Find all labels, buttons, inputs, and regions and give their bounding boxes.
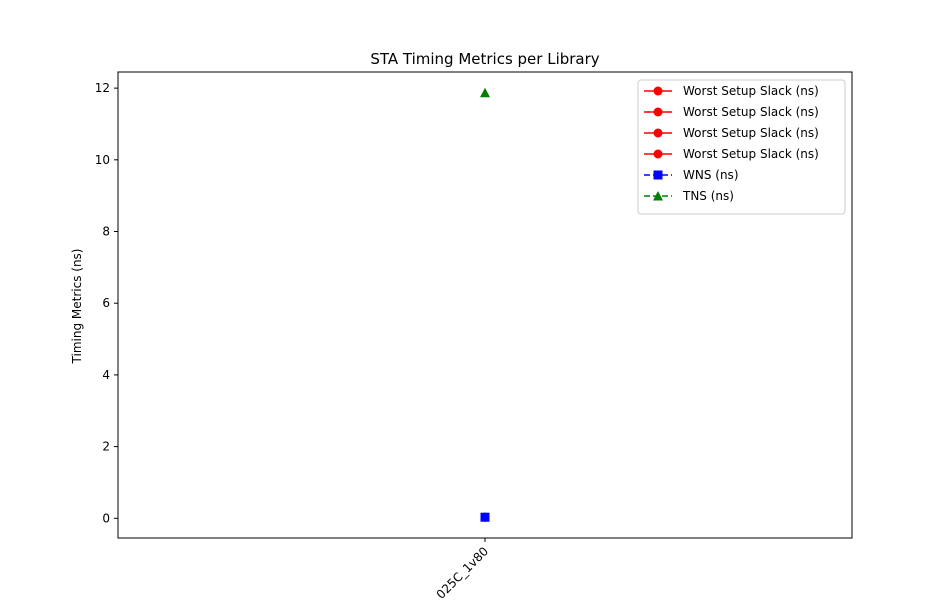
legend-marker: [653, 107, 663, 117]
legend-label: Worst Setup Slack (ns): [683, 126, 819, 140]
legend-label: WNS (ns): [683, 168, 739, 182]
data-point: [480, 512, 490, 522]
y-tick-label: 0: [102, 511, 110, 525]
y-tick-label: 6: [102, 296, 110, 310]
legend-marker: [653, 128, 663, 138]
legend-box: [637, 79, 846, 215]
legend-label: Worst Setup Slack (ns): [683, 147, 819, 161]
legend-marker: [653, 170, 663, 180]
y-axis-label: Timing Metrics (ns): [70, 249, 84, 365]
legend-marker: [653, 191, 663, 201]
plot-frame: [117, 71, 853, 539]
legend-marker: [653, 86, 663, 96]
legend-label: Worst Setup Slack (ns): [683, 84, 819, 98]
legend-label: TNS (ns): [682, 189, 734, 203]
y-tick-label: 2: [102, 440, 110, 454]
chart-title: STA Timing Metrics per Library: [370, 50, 599, 68]
x-tick-label: 025C_1v80: [434, 544, 491, 601]
y-tick-label: 10: [95, 153, 110, 167]
legend-marker: [653, 149, 663, 159]
legend-label: Worst Setup Slack (ns): [683, 105, 819, 119]
data-point: [480, 87, 490, 98]
y-tick-label: 12: [95, 81, 110, 95]
y-tick-label: 4: [102, 368, 110, 382]
y-tick-label: 8: [102, 225, 110, 239]
